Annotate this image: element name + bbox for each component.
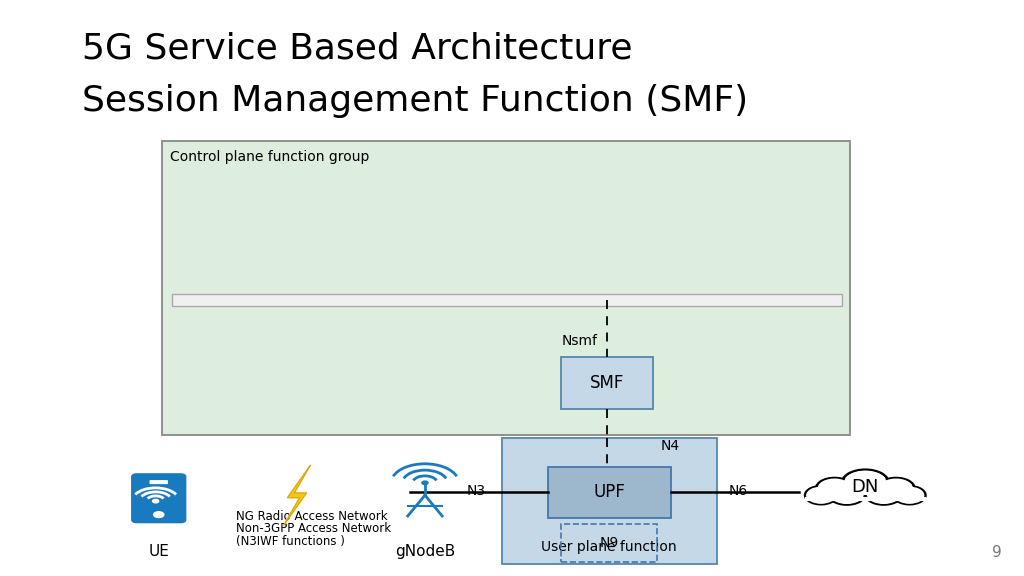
Circle shape	[816, 478, 853, 499]
Circle shape	[153, 499, 159, 503]
Circle shape	[828, 484, 865, 505]
Circle shape	[422, 481, 428, 484]
FancyBboxPatch shape	[172, 294, 842, 306]
Text: N4: N4	[660, 439, 680, 453]
Circle shape	[154, 511, 164, 517]
Text: gNodeB: gNodeB	[395, 544, 455, 559]
Circle shape	[895, 487, 924, 503]
FancyBboxPatch shape	[162, 141, 850, 435]
Text: 9: 9	[991, 545, 1001, 560]
Circle shape	[805, 486, 837, 504]
FancyBboxPatch shape	[548, 467, 671, 518]
Text: UE: UE	[148, 544, 169, 559]
FancyBboxPatch shape	[502, 438, 717, 564]
Circle shape	[894, 486, 926, 504]
Circle shape	[878, 478, 914, 499]
Text: SMF: SMF	[590, 374, 625, 392]
Text: N3: N3	[466, 484, 485, 498]
Text: N9: N9	[600, 536, 618, 550]
Circle shape	[842, 469, 889, 496]
Text: 5G Service Based Architecture: 5G Service Based Architecture	[82, 32, 633, 66]
Circle shape	[867, 485, 900, 503]
FancyBboxPatch shape	[561, 357, 653, 409]
Text: (N3IWF functions ): (N3IWF functions )	[236, 535, 344, 548]
Text: DN: DN	[852, 478, 879, 496]
FancyBboxPatch shape	[142, 487, 175, 509]
Circle shape	[818, 479, 851, 498]
Text: UPF: UPF	[593, 483, 626, 502]
Text: Nsmf: Nsmf	[561, 335, 597, 348]
Circle shape	[807, 487, 836, 503]
Text: Session Management Function (SMF): Session Management Function (SMF)	[82, 84, 749, 118]
FancyBboxPatch shape	[131, 473, 186, 523]
FancyBboxPatch shape	[150, 480, 168, 484]
Text: N6: N6	[729, 484, 749, 498]
Circle shape	[845, 471, 886, 494]
Text: Control plane function group: Control plane function group	[170, 150, 370, 164]
Text: Non-3GPP Access Network: Non-3GPP Access Network	[236, 522, 390, 536]
Text: User plane function: User plane function	[542, 540, 677, 554]
Circle shape	[865, 484, 902, 505]
Polygon shape	[284, 465, 310, 525]
Circle shape	[880, 479, 912, 498]
Circle shape	[830, 485, 863, 503]
Text: NG Radio Access Network: NG Radio Access Network	[236, 510, 387, 523]
